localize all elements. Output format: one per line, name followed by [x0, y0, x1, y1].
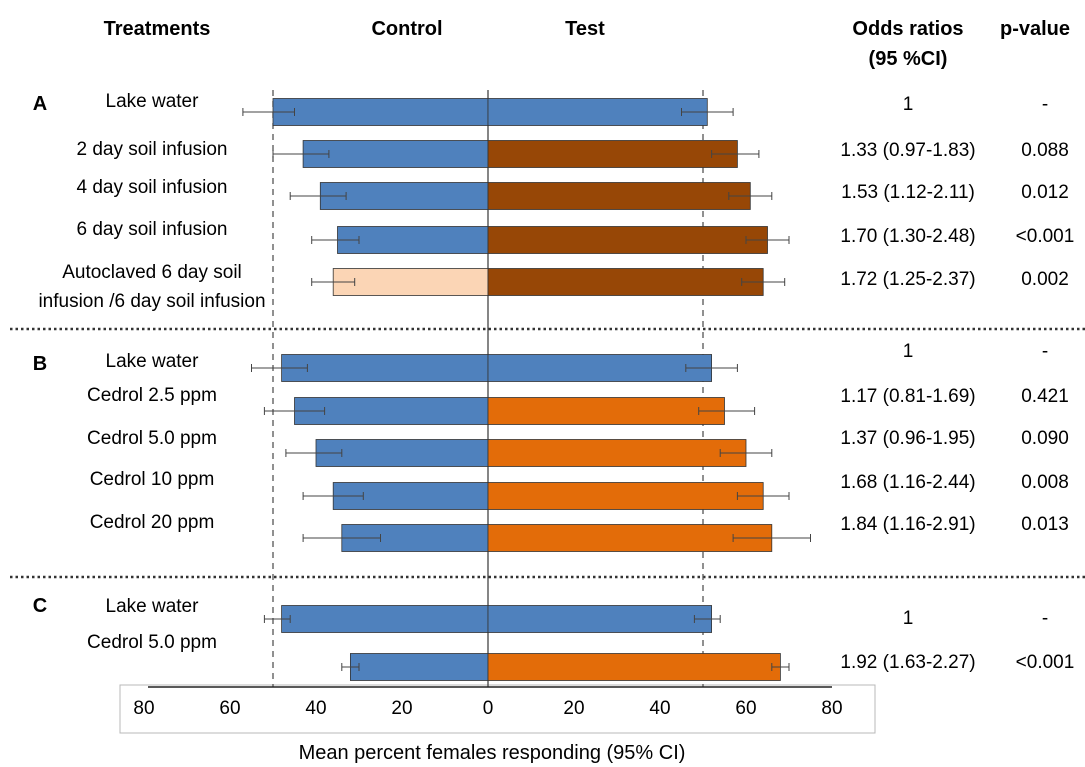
control-bar — [294, 397, 489, 425]
control-bar — [272, 98, 489, 126]
odds-ratio: 1 — [903, 341, 914, 362]
header-treatments: Treatments — [104, 18, 211, 40]
p-value: <0.001 — [1016, 652, 1075, 673]
control-bar — [302, 140, 489, 168]
test-bar — [487, 140, 738, 168]
p-value: - — [1042, 341, 1048, 362]
p-value: 0.002 — [1021, 269, 1069, 290]
odds-ratio: 1.68 (1.16-2.44) — [840, 472, 975, 493]
test-bar — [487, 524, 773, 552]
treatment-label: 4 day soil infusion — [76, 177, 227, 198]
treatment-label: Lake water — [106, 351, 200, 372]
x-tick-label: 80 — [133, 698, 154, 719]
treatment-label: Cedrol 2.5 ppm — [87, 385, 217, 406]
treatment-label: Cedrol 5.0 ppm — [87, 632, 217, 653]
test-bar — [487, 439, 747, 467]
treatment-label: 2 day soil infusion — [76, 139, 227, 160]
test-bar — [487, 482, 764, 510]
treatment-label: Cedrol 10 ppm — [90, 469, 215, 490]
p-value: 0.008 — [1021, 472, 1069, 493]
x-tick-label: 20 — [563, 698, 584, 719]
odds-ratio: 1 — [903, 94, 914, 115]
odds-ratio: 1.53 (1.12-2.11) — [841, 182, 975, 203]
x-tick-label: 0 — [483, 698, 494, 719]
axis-frame — [119, 684, 876, 734]
x-tick-label: 40 — [649, 698, 670, 719]
plot-area: A Lake water 1 - 2 day soil infusion 1.33 (0.… — [33, 90, 1075, 687]
header-control: Control — [371, 18, 442, 40]
header-odds-ci: (95 %CI) — [869, 48, 948, 70]
x-axis-title: Mean percent females responding (95% CI) — [299, 742, 686, 764]
treatment-label: infusion /6 day soil infusion — [38, 291, 265, 312]
control-bar — [337, 226, 489, 254]
test-bar — [487, 98, 708, 126]
control-bar — [332, 268, 489, 296]
odds-ratio: 1.84 (1.16-2.91) — [840, 514, 975, 535]
x-tick-label: 60 — [735, 698, 756, 719]
treatment-label: Cedrol 20 ppm — [90, 512, 215, 533]
header-odds-ratios: Odds ratios — [852, 18, 963, 40]
x-tick-label: 40 — [305, 698, 326, 719]
p-value: <0.001 — [1016, 226, 1075, 247]
p-value: 0.088 — [1021, 140, 1069, 161]
test-bar — [487, 226, 768, 254]
x-axis: 80 60 40 20 0 20 40 60 80 — [133, 686, 843, 719]
panel-letter-A: A — [33, 93, 47, 115]
test-bar — [487, 653, 781, 681]
test-bar — [487, 397, 725, 425]
odds-ratio: 1.37 (0.96-1.95) — [840, 428, 975, 449]
odds-ratio: 1.70 (1.30-2.48) — [840, 226, 975, 247]
treatment-label: Autoclaved 6 day soil — [62, 262, 242, 283]
control-bar — [281, 354, 489, 382]
test-bar — [487, 354, 713, 382]
p-value: 0.421 — [1021, 386, 1069, 407]
x-tick-label: 80 — [821, 698, 842, 719]
odds-ratio: 1 — [903, 608, 914, 629]
x-tick-label: 20 — [391, 698, 412, 719]
control-bar — [281, 605, 489, 633]
p-value: - — [1042, 94, 1048, 115]
column-headers: Treatments Control Test Odds ratios (95 … — [104, 18, 1070, 70]
test-bar — [487, 182, 751, 210]
header-p-value: p-value — [1000, 18, 1070, 40]
odds-ratio: 1.33 (0.97-1.83) — [840, 140, 975, 161]
p-value: - — [1042, 608, 1048, 629]
p-value: 0.012 — [1021, 182, 1069, 203]
panel-letter-B: B — [33, 353, 47, 375]
treatment-label: Cedrol 5.0 ppm — [87, 428, 217, 449]
p-value: 0.090 — [1021, 428, 1069, 449]
header-test: Test — [565, 18, 605, 40]
odds-ratio: 1.17 (0.81-1.69) — [840, 386, 975, 407]
panel-letter-C: C — [33, 595, 47, 617]
treatment-label: Lake water — [106, 596, 200, 617]
treatment-label: Lake water — [106, 91, 200, 112]
control-bar — [315, 439, 489, 467]
control-bar — [349, 653, 489, 681]
test-bar — [487, 605, 713, 633]
test-bar — [487, 268, 764, 296]
treatment-label: 6 day soil infusion — [76, 219, 227, 240]
odds-ratio: 1.72 (1.25-2.37) — [840, 269, 975, 290]
x-tick-label: 60 — [219, 698, 240, 719]
odds-ratio: 1.92 (1.63-2.27) — [840, 652, 975, 673]
p-value: 0.013 — [1021, 514, 1069, 535]
